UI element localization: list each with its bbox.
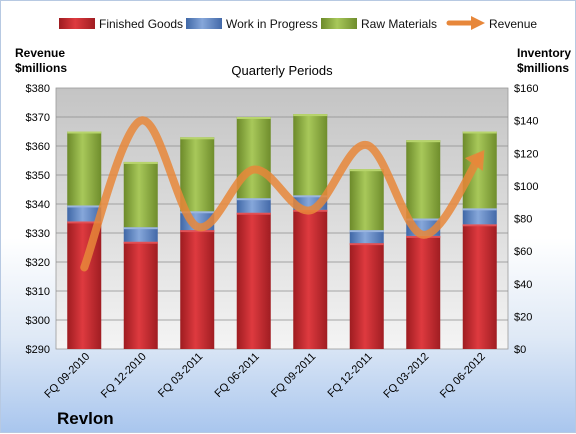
bar-raw-materials-cap [462, 131, 497, 134]
bar-finished-goods-cap [462, 224, 497, 227]
legend-swatch-raw-materials [321, 18, 357, 29]
left-tick-label: $300 [26, 315, 50, 327]
bar-finished-goods [123, 241, 158, 349]
legend-label-raw-materials: Raw Materials [361, 17, 437, 31]
right-axis-title-line1: Inventory [517, 46, 571, 60]
right-tick-label: $40 [514, 279, 532, 291]
legend: Finished Goods Work in Progress Raw Mate… [59, 16, 537, 31]
bar-raw-materials-cap [67, 131, 102, 134]
revenue-line [80, 116, 484, 272]
bar-work-in-progress [236, 198, 271, 213]
bar-work-in-progress-cap [123, 227, 158, 230]
bar-work-in-progress-cap [406, 218, 441, 221]
left-axis-title-line2: $millions [15, 61, 67, 75]
left-tick-label: $360 [26, 141, 50, 153]
x-tick-label: FQ 09-2011 [269, 351, 318, 400]
chart-subtitle: Quarterly Periods [231, 63, 333, 78]
bar-raw-materials-cap [180, 137, 215, 140]
x-tick-label: FQ 03-2011 [156, 351, 205, 400]
bar-work-in-progress-cap [293, 195, 328, 198]
left-tick-label: $320 [26, 257, 50, 269]
bar-work-in-progress-cap [349, 230, 384, 233]
bar-work-in-progress-cap [462, 208, 497, 211]
x-tick-label: FQ 03-2012 [381, 351, 431, 401]
legend-label-finished-goods: Finished Goods [99, 17, 183, 31]
bar-finished-goods-cap [180, 230, 215, 233]
bar-finished-goods-cap [349, 243, 384, 246]
bar-raw-materials [349, 169, 384, 231]
right-tick-label: $140 [514, 116, 538, 128]
left-tick-label: $350 [26, 170, 50, 182]
bar-raw-materials-cap [293, 114, 328, 117]
legend-swatch-finished-goods [59, 18, 95, 29]
bar-raw-materials [123, 161, 158, 228]
left-tick-label: $340 [26, 199, 50, 211]
bar-raw-materials-cap [236, 117, 271, 119]
bars [67, 114, 497, 349]
legend-swatch-work-in-progress [186, 18, 222, 29]
bar-work-in-progress [462, 208, 497, 225]
bar-finished-goods [293, 209, 328, 349]
legend-label-work-in-progress: Work in Progress [226, 17, 318, 31]
right-axis-title-line2: $millions [517, 61, 569, 75]
left-axis-title-line1: Revenue [15, 46, 65, 60]
company-name: Revlon [57, 409, 114, 428]
left-tick-label: $330 [26, 228, 50, 240]
bar-raw-materials [180, 137, 215, 212]
bar-finished-goods-cap [123, 241, 158, 244]
x-axis-ticks: FQ 09-2010 FQ 12-2010 FQ 03-2011 FQ 06-2011… [42, 351, 487, 401]
bar-raw-materials-cap [349, 169, 384, 172]
x-tick-label: FQ 09-2010 [42, 351, 92, 401]
right-tick-label: $120 [514, 148, 538, 160]
bar-work-in-progress [349, 230, 384, 244]
bar-raw-materials-cap [406, 140, 441, 143]
right-tick-label: $100 [514, 181, 538, 193]
left-axis-ticks: $290 $300 $310 $320 $330 $340 $350 $360 $370 $380 [26, 83, 50, 356]
x-tick-label: FQ 06-2012 [438, 351, 488, 401]
left-tick-label: $380 [26, 83, 50, 95]
right-tick-label: $60 [514, 246, 532, 258]
bar-raw-materials [406, 140, 441, 219]
bar-work-in-progress [123, 227, 158, 242]
right-tick-label: $0 [514, 344, 526, 356]
bar-finished-goods-cap [67, 221, 102, 224]
bar-work-in-progress-cap [67, 205, 102, 208]
right-tick-label: $160 [514, 83, 538, 95]
left-tick-label: $310 [26, 286, 50, 298]
revenue-line-layer [80, 116, 485, 272]
right-tick-label: $80 [514, 214, 532, 226]
bar-finished-goods-cap [236, 212, 271, 215]
legend-arrowhead-revenue [471, 16, 485, 30]
x-tick-label: FQ 12-2011 [325, 351, 374, 400]
bar-finished-goods [349, 243, 384, 349]
bar-finished-goods [180, 230, 215, 349]
bar-work-in-progress-cap [236, 198, 271, 201]
x-tick-label: FQ 06-2011 [212, 351, 261, 400]
legend-label-revenue: Revenue [489, 17, 537, 31]
bar-raw-materials [293, 114, 328, 196]
left-tick-label: $290 [26, 344, 50, 356]
bar-finished-goods [462, 224, 497, 349]
right-tick-label: $20 [514, 311, 532, 323]
bar-work-in-progress [67, 205, 102, 222]
revenue-arrowhead [464, 150, 485, 172]
left-tick-label: $370 [26, 112, 50, 124]
bar-work-in-progress-cap [180, 211, 215, 214]
right-axis-ticks: $0 $20 $40 $60 $80 $100 $120 $140 $160 [514, 83, 538, 356]
bar-finished-goods [236, 212, 271, 349]
x-tick-label: FQ 12-2010 [99, 351, 149, 401]
bar-raw-materials [67, 131, 102, 206]
bar-raw-materials-cap [123, 161, 158, 164]
bar-finished-goods [406, 235, 441, 349]
bar-raw-materials [236, 117, 271, 199]
